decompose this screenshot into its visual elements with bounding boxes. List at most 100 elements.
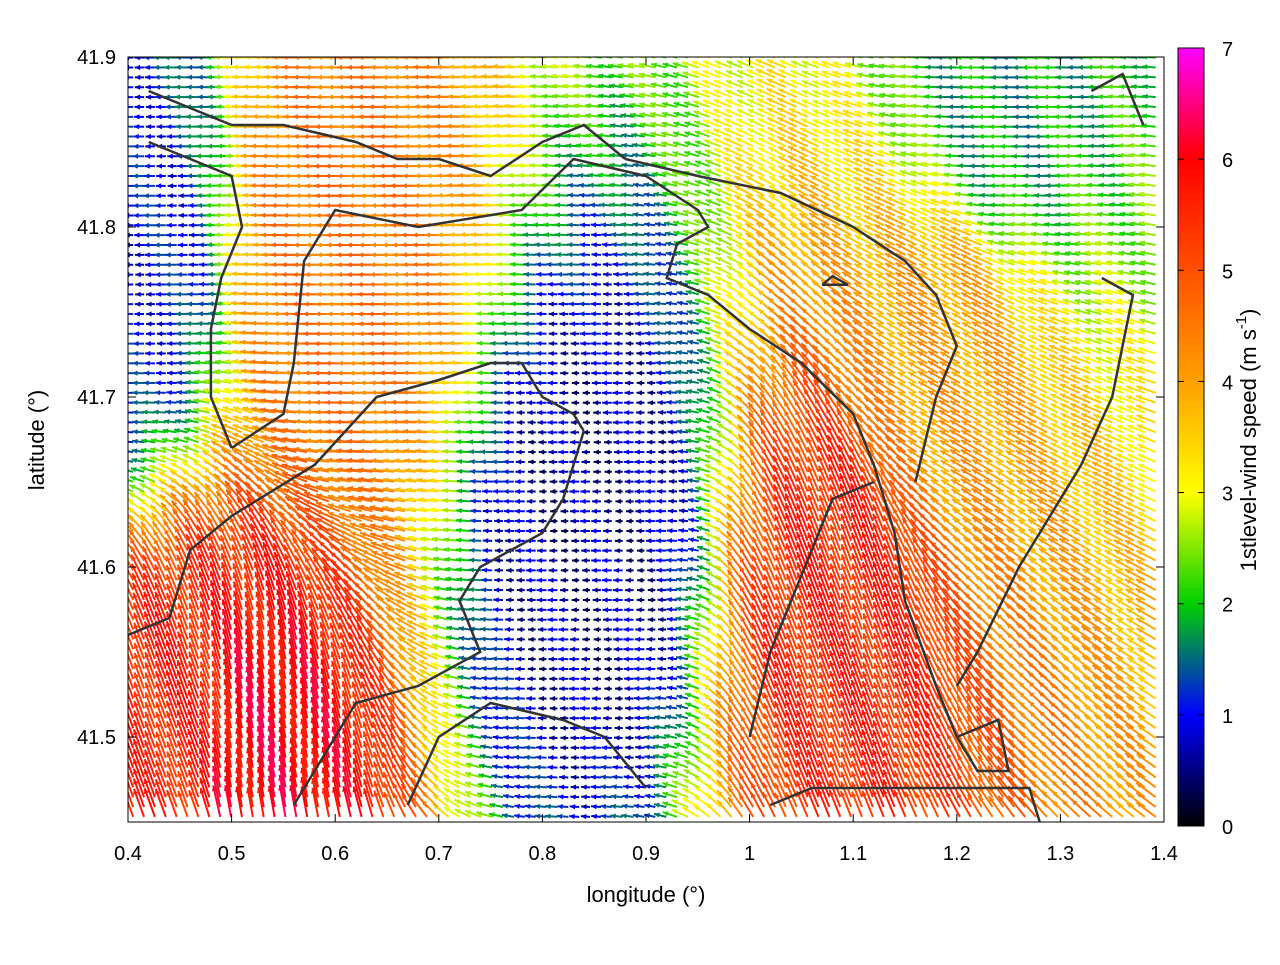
wind-arrow <box>494 528 504 534</box>
wind-arrow <box>662 772 678 779</box>
wind-arrow <box>492 734 504 741</box>
wind-arrow <box>875 302 896 315</box>
wind-arrow <box>1091 470 1113 483</box>
wind-arrow <box>604 469 612 475</box>
wind-arrow <box>547 636 558 643</box>
wind-arrow <box>502 715 514 721</box>
wind-arrow <box>774 752 787 778</box>
wind-arrow <box>694 776 711 789</box>
wind-arrow <box>482 538 493 544</box>
wind-arrow <box>1003 409 1026 424</box>
wind-arrow <box>1014 439 1037 453</box>
wind-arrow <box>656 390 667 396</box>
wind-arrow <box>514 685 525 692</box>
wind-arrow <box>625 577 634 583</box>
wind-arrow <box>513 813 525 819</box>
wind-arrow <box>623 409 634 416</box>
wind-arrow <box>626 528 634 534</box>
wind-arrow <box>590 745 601 751</box>
wind-arrow <box>143 768 156 798</box>
wind-arrow <box>624 754 634 761</box>
wind-arrow <box>481 567 493 573</box>
wind-arrow <box>667 518 678 524</box>
wind-arrow <box>656 380 667 386</box>
wind-arrow <box>490 340 504 346</box>
wind-arrow <box>668 478 678 485</box>
wind-arrow <box>455 547 471 553</box>
wind-arrow <box>525 548 536 554</box>
wind-arrow <box>464 781 482 789</box>
wind-arrow <box>665 300 678 306</box>
wind-arrow <box>676 567 689 573</box>
wind-arrow <box>984 410 1004 424</box>
wind-arrow <box>492 478 504 485</box>
wind-arrow <box>678 468 689 475</box>
wind-arrow <box>560 745 569 751</box>
wind-arrow <box>526 498 536 504</box>
wind-arrow <box>363 788 374 818</box>
wind-arrow <box>505 597 514 603</box>
wind-arrow <box>614 656 623 662</box>
wind-arrow <box>590 784 601 790</box>
wind-arrow <box>601 390 612 396</box>
wind-arrow <box>654 310 667 317</box>
wind-arrow <box>904 742 918 768</box>
wind-arrow <box>571 370 580 376</box>
wind-arrow <box>603 695 612 702</box>
wind-arrow <box>871 789 885 818</box>
wind-arrow <box>636 400 645 406</box>
wind-arrow <box>527 676 536 682</box>
wind-arrow <box>503 459 514 465</box>
wind-arrow <box>502 685 514 692</box>
wind-arrow <box>992 350 1015 365</box>
wind-arrow <box>984 430 1004 444</box>
wind-arrow <box>560 577 569 583</box>
wind-arrow <box>352 757 363 788</box>
wind-arrow <box>603 429 612 435</box>
wind-arrow <box>591 813 602 820</box>
wind-arrow <box>558 676 569 682</box>
wind-arrow <box>470 665 482 671</box>
wind-arrow <box>600 794 612 800</box>
wind-arrow <box>614 301 623 307</box>
wind-arrow <box>477 419 493 425</box>
wind-arrow <box>994 410 1015 424</box>
wind-arrow <box>612 764 623 770</box>
wind-arrow <box>634 439 645 445</box>
wind-arrow <box>582 400 591 406</box>
wind-arrow <box>504 636 514 642</box>
wind-arrow <box>614 676 623 682</box>
wind-arrow <box>645 469 656 475</box>
wind-arrow <box>545 794 558 800</box>
wind-arrow <box>581 666 591 672</box>
wind-arrow <box>503 469 514 475</box>
wind-arrow <box>550 498 558 504</box>
wind-arrow <box>593 626 601 633</box>
wind-arrow <box>1124 578 1146 591</box>
wind-arrow <box>547 607 558 613</box>
wind-arrow <box>524 744 536 751</box>
wind-arrow <box>636 548 645 554</box>
wind-arrow <box>175 311 188 317</box>
wind-arrow <box>795 780 809 808</box>
wind-arrow <box>570 626 580 633</box>
wind-arrow <box>480 597 493 603</box>
wind-arrow <box>662 791 678 799</box>
wind-arrow <box>482 528 493 534</box>
wind-arrow <box>668 469 678 475</box>
wind-arrow <box>569 656 580 662</box>
wind-arrow <box>571 607 580 613</box>
wind-arrow <box>646 557 656 564</box>
wind-arrow <box>694 766 711 779</box>
wind-arrow <box>602 331 612 337</box>
wind-arrow <box>893 761 907 788</box>
wind-arrow <box>442 768 460 779</box>
wind-arrow <box>645 518 656 524</box>
wind-arrow <box>534 774 547 780</box>
wind-arrow <box>850 740 863 768</box>
wind-arrow <box>1125 588 1146 601</box>
wind-arrow <box>514 676 525 682</box>
wind-arrow <box>503 508 514 514</box>
wind-arrow <box>647 617 656 623</box>
wind-arrow <box>511 321 525 327</box>
